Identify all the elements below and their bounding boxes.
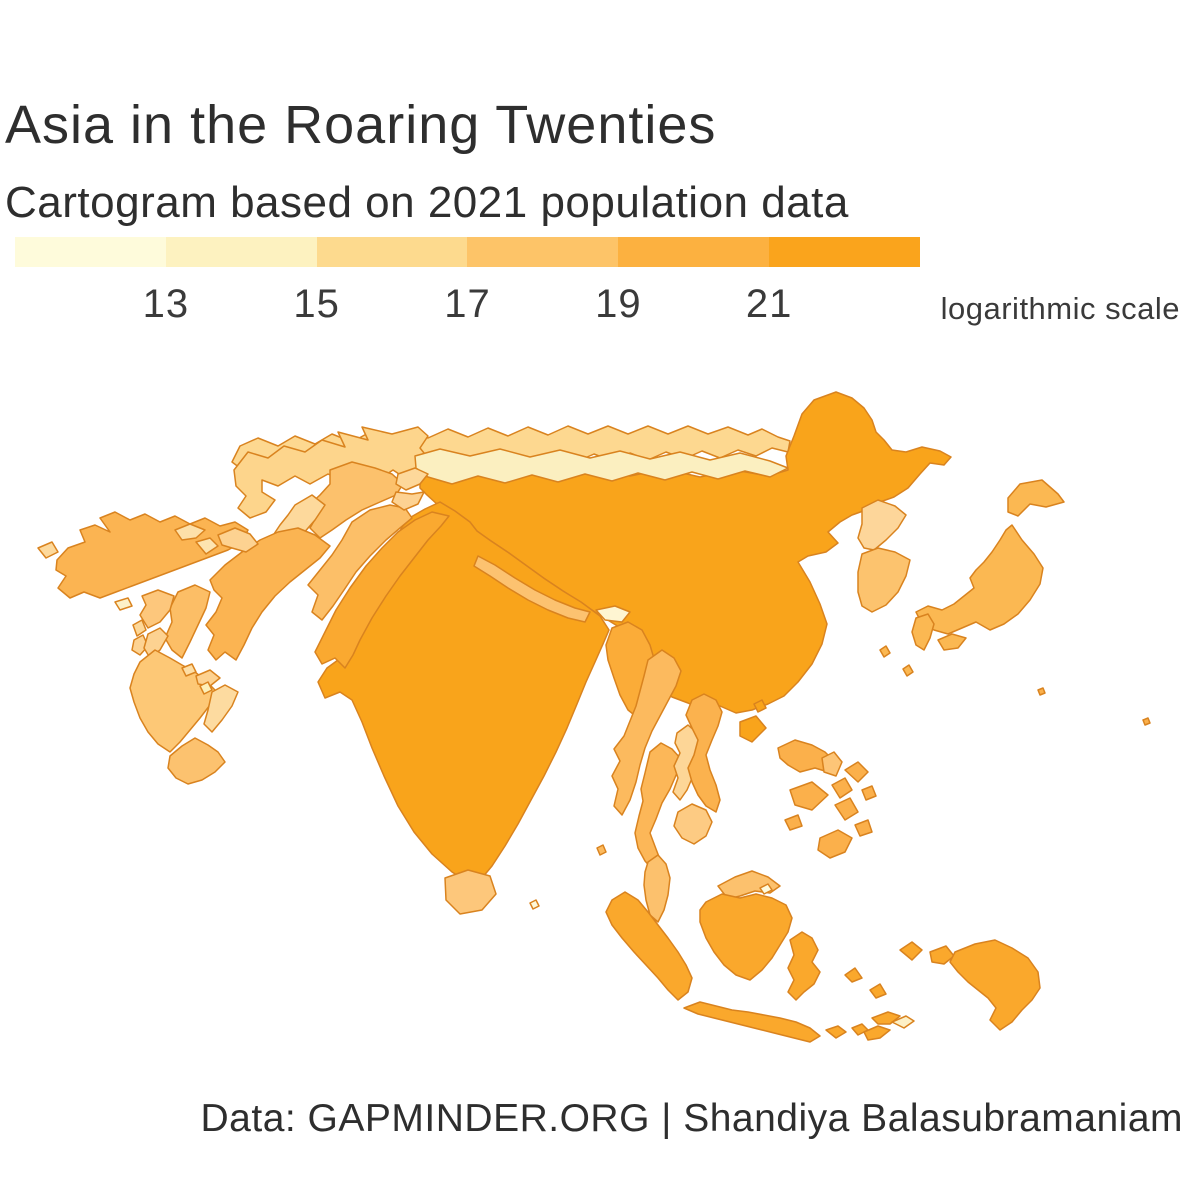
region-iran bbox=[205, 527, 331, 661]
region-thailand bbox=[634, 742, 682, 872]
region-saudi-arabia bbox=[129, 649, 216, 753]
legend-swatch bbox=[15, 237, 166, 267]
region-cyprus bbox=[114, 597, 133, 611]
region-indonesia-papua-head bbox=[929, 945, 955, 965]
legend-swatch bbox=[316, 237, 468, 267]
region-japan-okinawa-1 bbox=[879, 645, 891, 658]
region-indonesia-maluku-1 bbox=[844, 967, 863, 983]
data-source-caption: Data: GAPMINDER.ORG | Shandiya Balasubra… bbox=[200, 1097, 1183, 1140]
region-taiwan bbox=[821, 751, 843, 777]
region-indonesia-bali bbox=[825, 1025, 847, 1039]
region-indonesia-timor bbox=[863, 1025, 891, 1041]
region-brunei bbox=[759, 883, 773, 895]
region-south-korea bbox=[857, 547, 911, 613]
region-island-dot-east-1 bbox=[1037, 687, 1046, 696]
region-indonesia-sulawesi bbox=[787, 931, 821, 1001]
region-oman bbox=[203, 684, 239, 733]
legend-tick: 19 bbox=[595, 282, 642, 326]
region-bhutan bbox=[595, 605, 631, 623]
region-indonesia-papua bbox=[949, 939, 1041, 1031]
region-georgia bbox=[174, 523, 206, 541]
region-japan-shikoku bbox=[937, 633, 967, 651]
region-israel bbox=[131, 634, 149, 656]
region-turkey-thrace bbox=[37, 541, 59, 559]
region-indonesia-maluku-2 bbox=[869, 983, 887, 999]
legend-tick: 21 bbox=[745, 282, 793, 326]
region-nepal bbox=[473, 555, 591, 623]
region-japan-honshu bbox=[915, 524, 1044, 635]
page-title: Asia in the Roaring Twenties bbox=[5, 95, 717, 156]
region-kuwait bbox=[181, 663, 197, 677]
region-japan-okinawa-2 bbox=[902, 664, 914, 677]
region-philippines-6 bbox=[861, 785, 877, 801]
region-andaman-islands bbox=[596, 844, 607, 856]
region-jordan bbox=[143, 627, 169, 659]
region-indonesia-halmahera bbox=[899, 941, 923, 961]
region-island-dot-east-2 bbox=[1142, 717, 1151, 726]
region-pakistan bbox=[314, 511, 450, 669]
region-myanmar bbox=[611, 649, 682, 816]
region-indonesia-kalimantan bbox=[699, 893, 793, 981]
region-vietnam bbox=[685, 693, 723, 813]
legend-tick: 13 bbox=[142, 282, 190, 326]
region-kyrgyzstan bbox=[395, 467, 429, 491]
legend-swatch bbox=[618, 237, 770, 267]
region-north-korea bbox=[857, 499, 907, 551]
region-iraq bbox=[164, 584, 211, 659]
region-uae bbox=[195, 669, 221, 687]
region-cambodia bbox=[673, 803, 713, 845]
region-timor-leste bbox=[891, 1015, 915, 1029]
legend-swatch bbox=[769, 237, 920, 267]
region-japan-hokkaido bbox=[1007, 479, 1065, 517]
region-azerbaijan bbox=[217, 527, 259, 553]
region-philippines-7 bbox=[854, 819, 873, 837]
region-japan-kyushu bbox=[911, 613, 935, 651]
region-qatar bbox=[199, 681, 213, 695]
page-subtitle: Cartogram based on 2021 population data bbox=[5, 177, 849, 227]
legend-tick: 15 bbox=[293, 282, 340, 326]
legend-colorbar bbox=[15, 237, 920, 267]
region-indonesia-sumatra bbox=[605, 891, 693, 1001]
region-armenia bbox=[195, 537, 219, 555]
region-mongolia bbox=[414, 448, 789, 485]
region-philippines-mindanao bbox=[817, 829, 853, 859]
region-philippines-4 bbox=[789, 781, 829, 811]
legend-tick: 17 bbox=[444, 282, 491, 326]
legend-swatch bbox=[467, 237, 619, 267]
region-malaysia-peninsular bbox=[643, 854, 671, 923]
region-sri-lanka bbox=[444, 869, 497, 915]
region-philippines-3 bbox=[831, 777, 853, 799]
region-syria bbox=[139, 589, 175, 629]
region-lebanon bbox=[132, 619, 147, 637]
region-china-hainan bbox=[739, 715, 767, 743]
region-indonesia-java bbox=[683, 1001, 821, 1043]
region-tajikistan bbox=[391, 491, 425, 511]
region-yemen bbox=[167, 737, 226, 785]
region-philippines-8 bbox=[784, 814, 803, 831]
region-philippines-2 bbox=[844, 761, 869, 783]
legend-tick-labels: 13 15 17 19 21 bbox=[0, 284, 1200, 324]
region-maldives bbox=[529, 899, 540, 910]
region-hong-kong bbox=[753, 699, 767, 713]
region-philippines-5 bbox=[834, 797, 859, 821]
legend-scale-note: logarithmic scale bbox=[940, 291, 1180, 326]
legend-swatch bbox=[165, 237, 317, 267]
